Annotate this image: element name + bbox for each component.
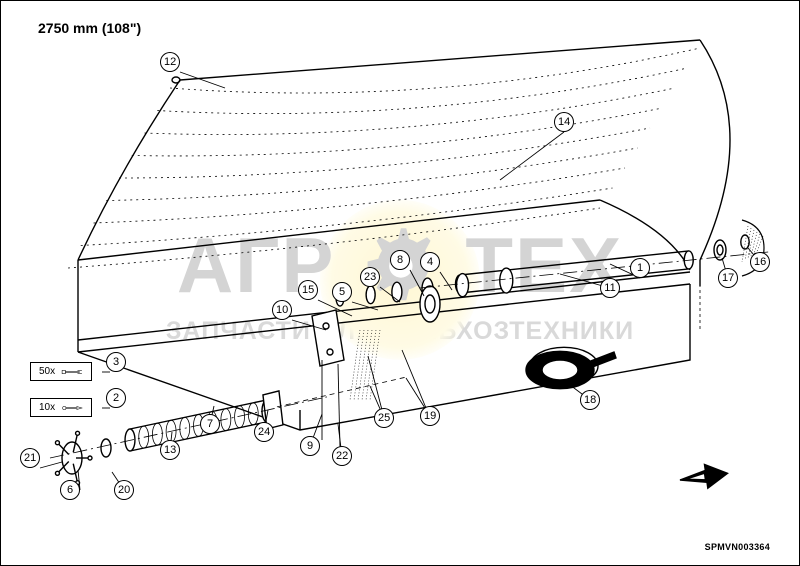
qty-box-3: 50x	[30, 362, 92, 381]
callout-11: 11	[600, 278, 620, 298]
qty-label: 50x	[39, 366, 55, 377]
screw-icon	[61, 404, 83, 412]
callout-6: 6	[60, 480, 80, 500]
callout-4: 4	[420, 252, 440, 272]
qty-label: 10x	[39, 402, 55, 413]
diagram-stage: 2750 mm (108") АГР ТЕХ ЗАПЧАСТИ ДЛЯ СЕЛЬ…	[0, 0, 800, 566]
callout-7: 7	[200, 414, 220, 434]
part-code: SPMVN003364	[705, 542, 770, 552]
qty-box-2: 10x	[30, 398, 92, 417]
callout-2: 2	[106, 388, 126, 408]
callout-3: 3	[106, 352, 126, 372]
callout-5: 5	[332, 282, 352, 302]
callout-8: 8	[390, 250, 410, 270]
callout-1: 1	[630, 258, 650, 278]
bolt-icon	[61, 368, 83, 376]
callout-9: 9	[300, 436, 320, 456]
